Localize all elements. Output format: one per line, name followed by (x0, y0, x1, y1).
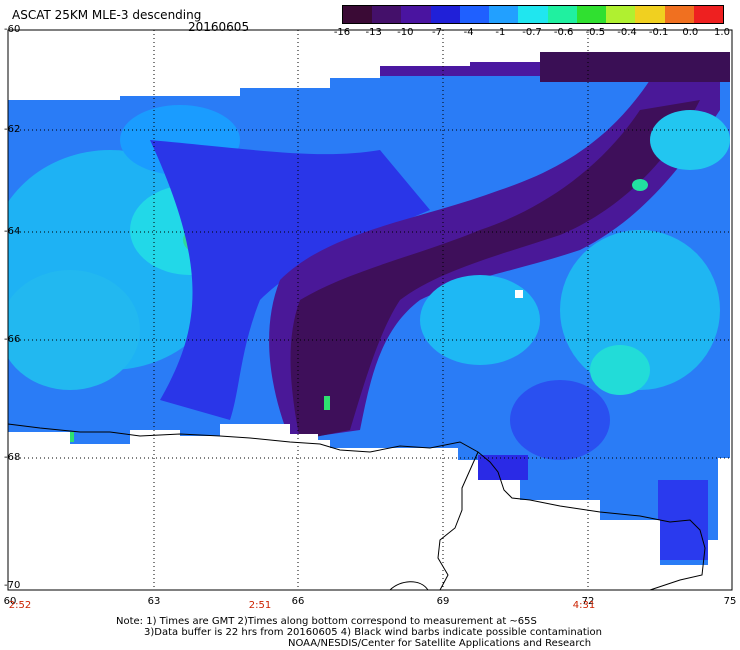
wind-swath (8, 52, 730, 565)
lat-label: -62 (4, 124, 21, 135)
lat-label: -66 (4, 334, 21, 345)
colorbar-label: 0.0 (682, 27, 699, 38)
colorbar-swatch (372, 6, 402, 23)
lat-label: -60 (4, 24, 21, 35)
colorbar-swatch (576, 6, 607, 23)
lon-label: 69 (436, 596, 450, 607)
lon-label: 63 (147, 596, 161, 607)
colorbar-swatch (664, 6, 694, 23)
colorbar-swatch (343, 6, 373, 23)
footnote-line-1: Note: 1) Times are GMT 2)Times along bot… (116, 616, 537, 627)
time-label: 2:51 (248, 600, 272, 611)
lon-label: 72 (581, 596, 595, 607)
colorbar-swatch (693, 6, 724, 23)
colorbar-swatch (489, 6, 519, 23)
footnote-line-2: 3)Data buffer is 22 hrs from 20160605 4)… (144, 627, 602, 638)
colorbar-label: -7 (432, 27, 442, 38)
map-date: 20160605 (188, 20, 250, 34)
map-title: ASCAT 25KM MLE-3 descending (12, 8, 202, 22)
colorbar-label: -16 (333, 27, 351, 38)
lat-label: -68 (4, 452, 21, 463)
footnote-line-3: NOAA/NESDIS/Center for Satellite Applica… (288, 638, 592, 649)
colorbar-label: -0.5 (585, 27, 606, 38)
colorbar-swatch (459, 6, 490, 23)
lat-label: -64 (4, 226, 21, 237)
colorbar-label: -1 (495, 27, 506, 38)
time-label: 2:52 (8, 600, 32, 611)
colorbar-swatch (547, 6, 577, 23)
lon-label: 66 (291, 596, 305, 607)
colorbar (342, 5, 724, 24)
colorbar-label: -0.1 (648, 27, 669, 38)
colorbar-label: -0.4 (617, 27, 637, 38)
lat-label: -70 (4, 580, 21, 591)
colorbar-swatch (518, 6, 548, 23)
lon-label: 75 (723, 596, 737, 607)
graticule (8, 30, 732, 590)
time-label: 4:31 (572, 600, 596, 611)
map-frame (7, 29, 733, 591)
colorbar-swatch (401, 6, 431, 23)
colorbar-label: -13 (365, 27, 382, 38)
lon-label: 60 (3, 596, 17, 607)
colorbar-labels: -16 -13 -10 -7 -4 -1 -0.7 -0.6 -0.5 -0.4 -0.1 0.0 1.… (334, 27, 730, 41)
colorbar-label: -0.6 (553, 27, 574, 38)
colorbar-swatch (635, 6, 665, 23)
colorbar-swatch (606, 6, 636, 23)
colorbar-label: -10 (397, 27, 414, 38)
colorbar-label: -4 (463, 27, 474, 38)
colorbar-label: 1.0 (714, 27, 730, 38)
coastline (7, 423, 706, 591)
colorbar-swatch (430, 6, 460, 23)
colorbar-label: -0.7 (522, 27, 542, 38)
